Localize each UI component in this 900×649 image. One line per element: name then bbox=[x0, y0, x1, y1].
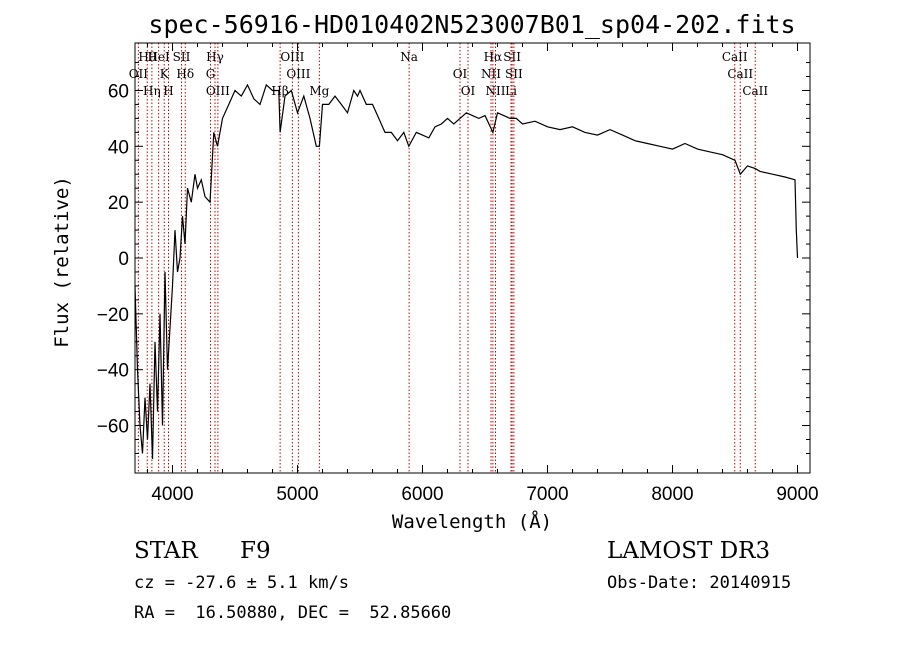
object-subclass: F9 bbox=[240, 538, 271, 564]
line-marker-label: Li bbox=[505, 84, 517, 98]
line-marker-label: NII bbox=[481, 67, 501, 81]
line-marker-label: OI bbox=[453, 67, 468, 81]
object-class: STAR bbox=[134, 538, 198, 564]
line-marker-label: Hθ bbox=[138, 50, 156, 64]
line-marker-label: Na bbox=[400, 50, 418, 64]
y-tick-label: 40 bbox=[108, 137, 129, 158]
x-tick-label: 7000 bbox=[526, 484, 568, 505]
line-marker-label: CaII bbox=[727, 67, 753, 81]
y-axis-ticks: −60 −40 −20 0 20 40 60 bbox=[97, 62, 810, 454]
line-marker-label: G bbox=[206, 67, 216, 81]
line-marker-label: Mg bbox=[309, 84, 329, 98]
line-marker-labels: Hθ OII Hη HeI KH SII Hδ OIII Hγ G Hβ OIII OIII Mg Na OI… bbox=[129, 50, 769, 98]
line-marker-label: Hη bbox=[143, 84, 161, 98]
line-marker-label: SII bbox=[505, 67, 523, 81]
x-tick-label: 4000 bbox=[151, 484, 193, 505]
line-marker-label: CaII bbox=[742, 84, 768, 98]
line-marker-label: NII bbox=[486, 84, 506, 98]
chart-title: spec-56916-HD010402N523007B01_sp04-202.f… bbox=[148, 10, 795, 39]
line-marker-label: OI bbox=[461, 84, 476, 98]
line-marker-label: H bbox=[163, 84, 173, 98]
line-marker-label: CaII bbox=[722, 50, 748, 64]
line-marker-label: OII bbox=[129, 67, 149, 81]
y-tick-label: −20 bbox=[97, 305, 129, 326]
x-tick-label: 9000 bbox=[776, 484, 818, 505]
y-tick-label: 20 bbox=[108, 193, 129, 214]
y-axis-label: Flux (relative) bbox=[51, 176, 73, 348]
x-tick-label: 6000 bbox=[401, 484, 443, 505]
line-marker-label: SII bbox=[503, 50, 521, 64]
x-axis-ticks: 4000 5000 6000 7000 8000 9000 bbox=[147, 43, 819, 505]
x-tick-label: 5000 bbox=[276, 484, 318, 505]
y-tick-label: 60 bbox=[108, 81, 129, 102]
survey-name: LAMOST DR3 bbox=[607, 538, 771, 564]
y-tick-label: 0 bbox=[118, 249, 129, 270]
line-markers bbox=[137, 43, 756, 473]
plot-frame bbox=[134, 42, 811, 474]
sky-coordinates: RA = 16.50880, DEC = 52.85660 bbox=[134, 603, 452, 623]
line-marker-label: OIII bbox=[286, 67, 310, 81]
line-marker-label: Hδ bbox=[176, 67, 194, 81]
plot-border bbox=[134, 42, 811, 474]
line-marker-label: HeI bbox=[147, 50, 170, 64]
line-marker-label: SII bbox=[173, 50, 191, 64]
x-axis-label: Wavelength (Å) bbox=[392, 510, 552, 533]
spectrum-line bbox=[134, 83, 799, 460]
x-tick-label: 8000 bbox=[651, 484, 693, 505]
redshift-cz: cz = -27.6 ± 5.1 km/s bbox=[134, 573, 349, 593]
line-marker-label: OIII bbox=[280, 50, 304, 64]
line-marker-label: Hβ bbox=[271, 84, 288, 98]
line-marker-label: Hγ bbox=[206, 50, 224, 64]
y-tick-label: −40 bbox=[97, 361, 129, 382]
observation-date: Obs-Date: 20140915 bbox=[607, 573, 792, 593]
line-marker-label: OIII bbox=[206, 84, 230, 98]
line-marker-label: Hα bbox=[484, 50, 503, 64]
line-marker-label: K bbox=[160, 67, 170, 81]
y-tick-label: −60 bbox=[97, 417, 129, 438]
